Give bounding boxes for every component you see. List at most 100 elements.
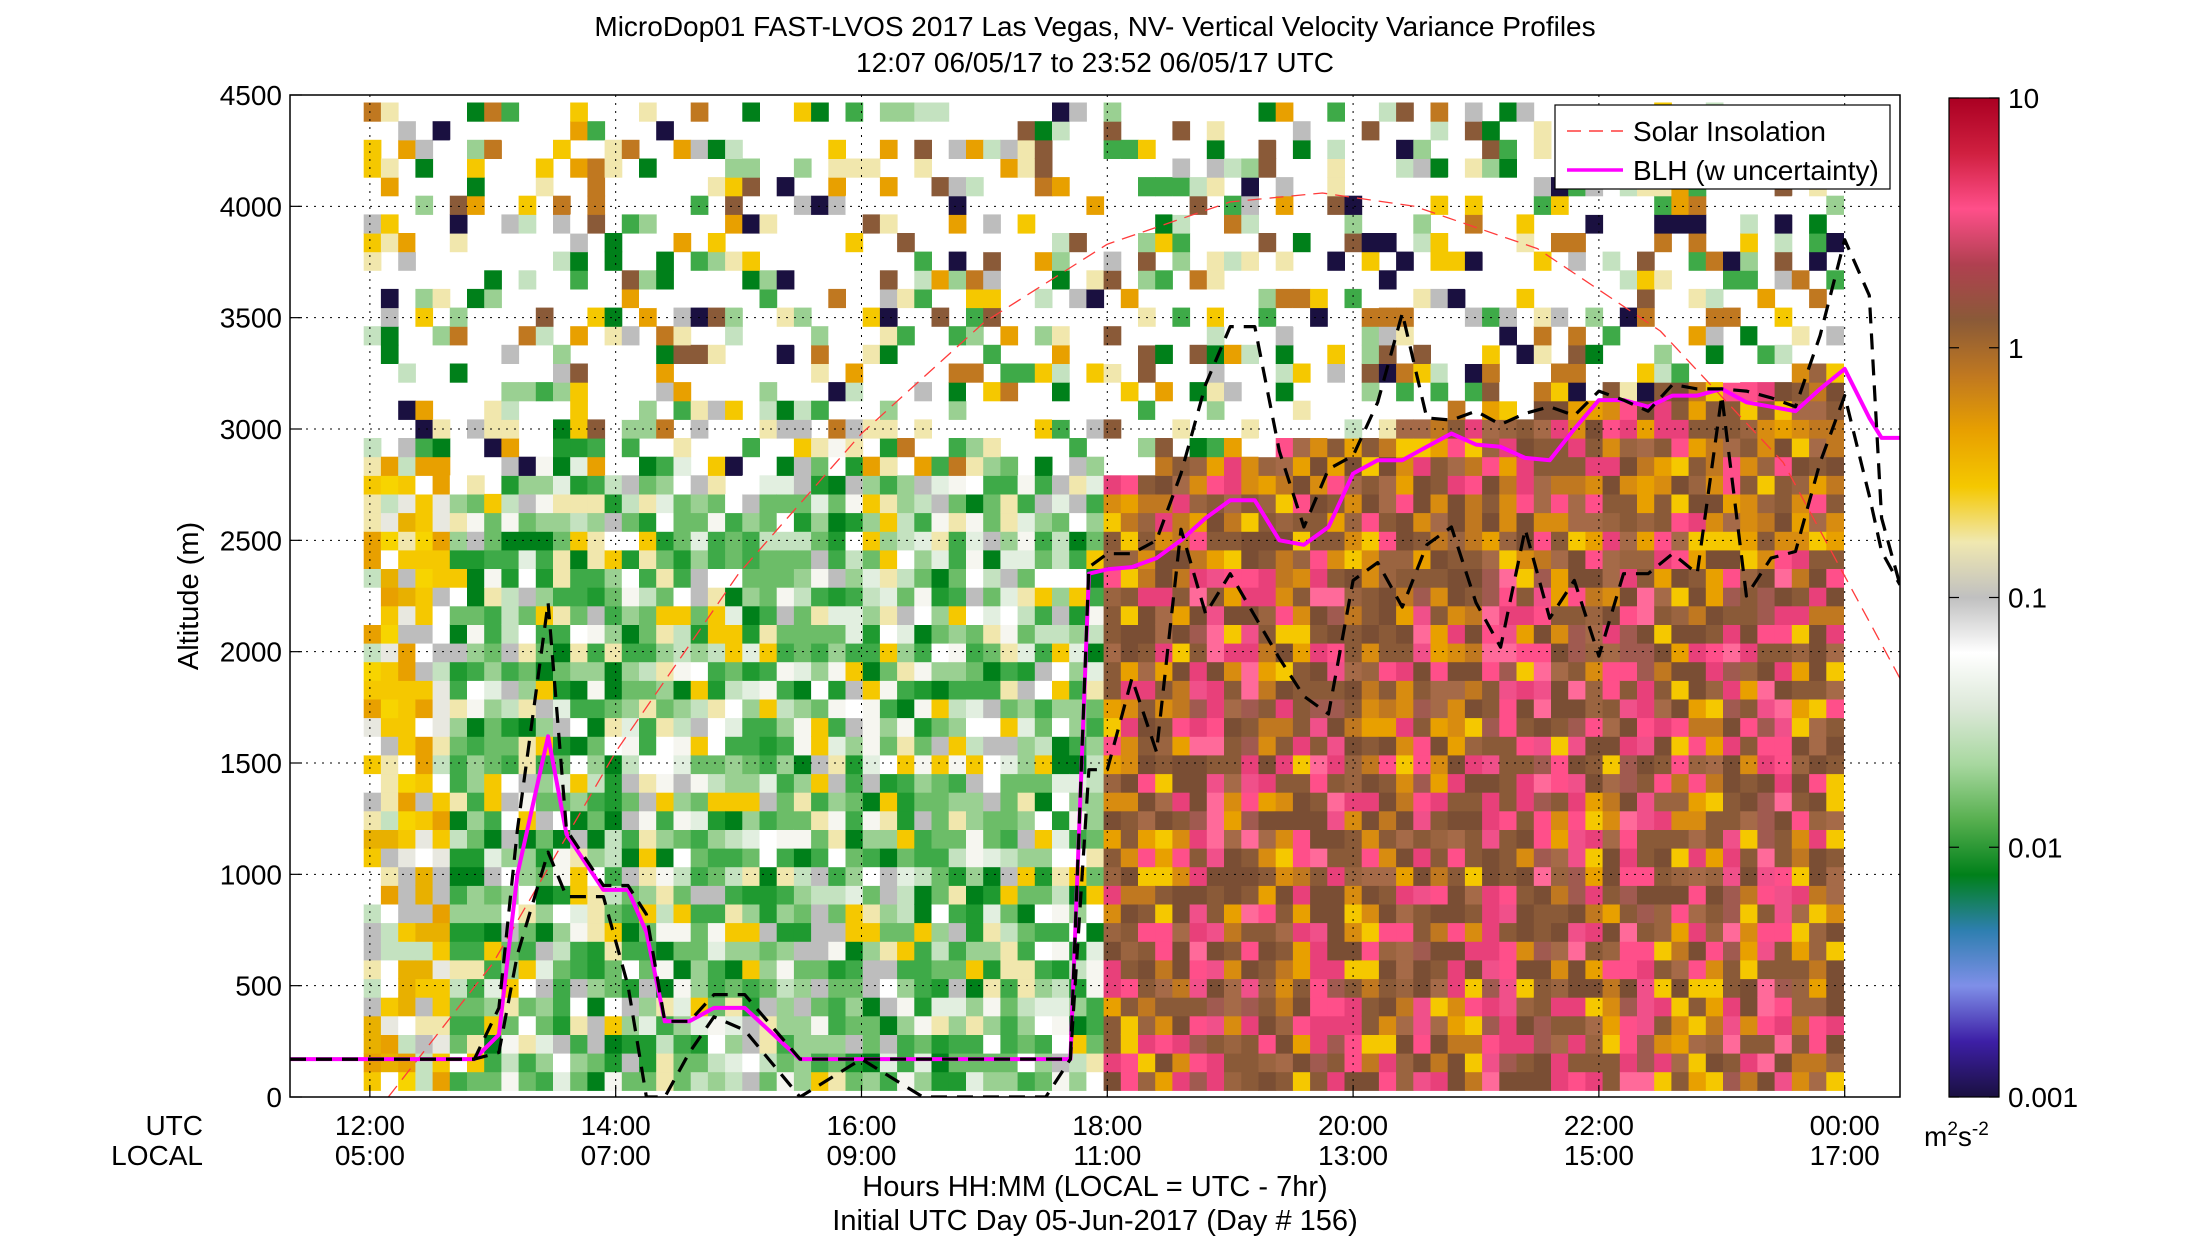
heatmap-cell bbox=[1619, 997, 1638, 1017]
heatmap-cell bbox=[725, 549, 743, 569]
heatmap-cell bbox=[742, 829, 760, 849]
heatmap-cell bbox=[1791, 195, 1810, 215]
heatmap-cell bbox=[1155, 885, 1173, 905]
heatmap-cell bbox=[1258, 661, 1277, 681]
heatmap-cell bbox=[1327, 978, 1345, 998]
heatmap-cell bbox=[811, 1053, 829, 1073]
heatmap-cell bbox=[897, 1034, 915, 1054]
heatmap-cell bbox=[914, 903, 932, 924]
heatmap-cell bbox=[776, 419, 795, 439]
heatmap-cell bbox=[604, 139, 623, 159]
heatmap-cell bbox=[879, 978, 898, 998]
heatmap-cell bbox=[1757, 475, 1776, 495]
heatmap-cell bbox=[1138, 1071, 1156, 1091]
heatmap-cell bbox=[914, 643, 932, 663]
x-tick-label-local: 17:00 bbox=[1810, 1140, 1880, 1171]
heatmap-cell bbox=[1361, 475, 1380, 495]
heatmap-cell bbox=[725, 829, 743, 849]
heatmap-cell bbox=[845, 456, 864, 476]
heatmap-cell bbox=[570, 941, 588, 961]
heatmap-cell bbox=[639, 754, 657, 775]
heatmap-cell bbox=[415, 158, 434, 178]
heatmap-cell bbox=[1585, 661, 1604, 681]
heatmap-cell bbox=[432, 997, 451, 1017]
heatmap-cell bbox=[1413, 139, 1431, 159]
heatmap-cell bbox=[1533, 400, 1552, 420]
heatmap-cell bbox=[793, 400, 812, 420]
heatmap-cell bbox=[1430, 233, 1449, 253]
heatmap-cell bbox=[1275, 848, 1294, 868]
heatmap-cell bbox=[1654, 568, 1672, 588]
heatmap-cell bbox=[1602, 382, 1621, 402]
heatmap-cell bbox=[1189, 792, 1208, 812]
heatmap-cell bbox=[1034, 121, 1053, 141]
heatmap-cell bbox=[1206, 307, 1225, 327]
heatmap-cell bbox=[862, 270, 881, 290]
heatmap-cell bbox=[1757, 885, 1776, 905]
heatmap-cell bbox=[742, 810, 760, 830]
heatmap-cell bbox=[811, 587, 829, 607]
heatmap-cell bbox=[1052, 605, 1070, 625]
heatmap-cell bbox=[553, 941, 571, 961]
heatmap-cell bbox=[1602, 1015, 1621, 1035]
heatmap-cell bbox=[1740, 624, 1758, 644]
heatmap-cell bbox=[535, 531, 554, 551]
heatmap-cell bbox=[1138, 773, 1156, 793]
heatmap-cell bbox=[1791, 959, 1810, 980]
heatmap-cell bbox=[1430, 903, 1449, 924]
heatmap-cell bbox=[380, 941, 399, 961]
heatmap-cell bbox=[1378, 1053, 1397, 1073]
heatmap-cell bbox=[415, 568, 434, 588]
heatmap-cell bbox=[1052, 121, 1070, 141]
heatmap-cell bbox=[1757, 736, 1776, 756]
heatmap-cell bbox=[1275, 885, 1294, 905]
heatmap-cell bbox=[1654, 736, 1672, 756]
heatmap-cell bbox=[793, 605, 812, 625]
heatmap-cell bbox=[1723, 922, 1741, 942]
heatmap-cell bbox=[1464, 344, 1483, 364]
heatmap-cell bbox=[1826, 829, 1844, 849]
heatmap-cell bbox=[1103, 848, 1122, 868]
heatmap-cell bbox=[725, 531, 743, 551]
heatmap-cell bbox=[1034, 475, 1053, 495]
heatmap-cell bbox=[793, 624, 812, 644]
heatmap-cell bbox=[1103, 997, 1122, 1017]
heatmap-cell bbox=[1826, 941, 1844, 961]
heatmap-cell bbox=[415, 792, 434, 812]
heatmap-cell bbox=[1774, 736, 1793, 756]
heatmap-cell bbox=[1671, 661, 1690, 681]
heatmap-cell bbox=[1533, 903, 1552, 924]
heatmap-cell bbox=[1551, 661, 1569, 681]
heatmap-cell bbox=[811, 941, 829, 961]
heatmap-cell bbox=[1275, 866, 1294, 886]
heatmap-cell bbox=[1447, 587, 1466, 607]
heatmap-cell bbox=[1378, 792, 1397, 812]
heatmap-cell bbox=[742, 605, 760, 625]
heatmap-cell bbox=[1189, 810, 1208, 830]
heatmap-cell bbox=[1310, 307, 1328, 327]
heatmap-cell bbox=[1224, 754, 1242, 775]
heatmap-cell bbox=[1482, 754, 1500, 775]
heatmap-cell bbox=[1155, 829, 1173, 849]
heatmap-cell bbox=[1172, 587, 1191, 607]
heatmap-cell bbox=[1688, 680, 1707, 700]
heatmap-cell bbox=[725, 810, 743, 830]
heatmap-cell bbox=[1241, 829, 1259, 849]
heatmap-cell bbox=[535, 1071, 554, 1091]
heatmap-cell bbox=[1103, 102, 1122, 122]
heatmap-cell bbox=[1224, 1071, 1242, 1091]
heatmap-cell bbox=[1292, 922, 1311, 942]
heatmap-cell bbox=[690, 344, 709, 364]
heatmap-cell bbox=[1533, 139, 1552, 159]
heatmap-cell bbox=[1464, 195, 1483, 215]
heatmap-cell bbox=[725, 866, 743, 886]
heatmap-cell bbox=[707, 1053, 726, 1073]
heatmap-cell bbox=[1275, 512, 1294, 532]
heatmap-cell bbox=[1516, 885, 1535, 905]
heatmap-cell bbox=[1447, 922, 1466, 942]
heatmap-cell bbox=[1017, 643, 1036, 663]
heatmap-cell bbox=[1138, 587, 1156, 607]
heatmap-cell bbox=[1499, 1034, 1517, 1054]
heatmap-cell bbox=[1447, 848, 1466, 868]
heatmap-cell bbox=[1619, 605, 1638, 625]
